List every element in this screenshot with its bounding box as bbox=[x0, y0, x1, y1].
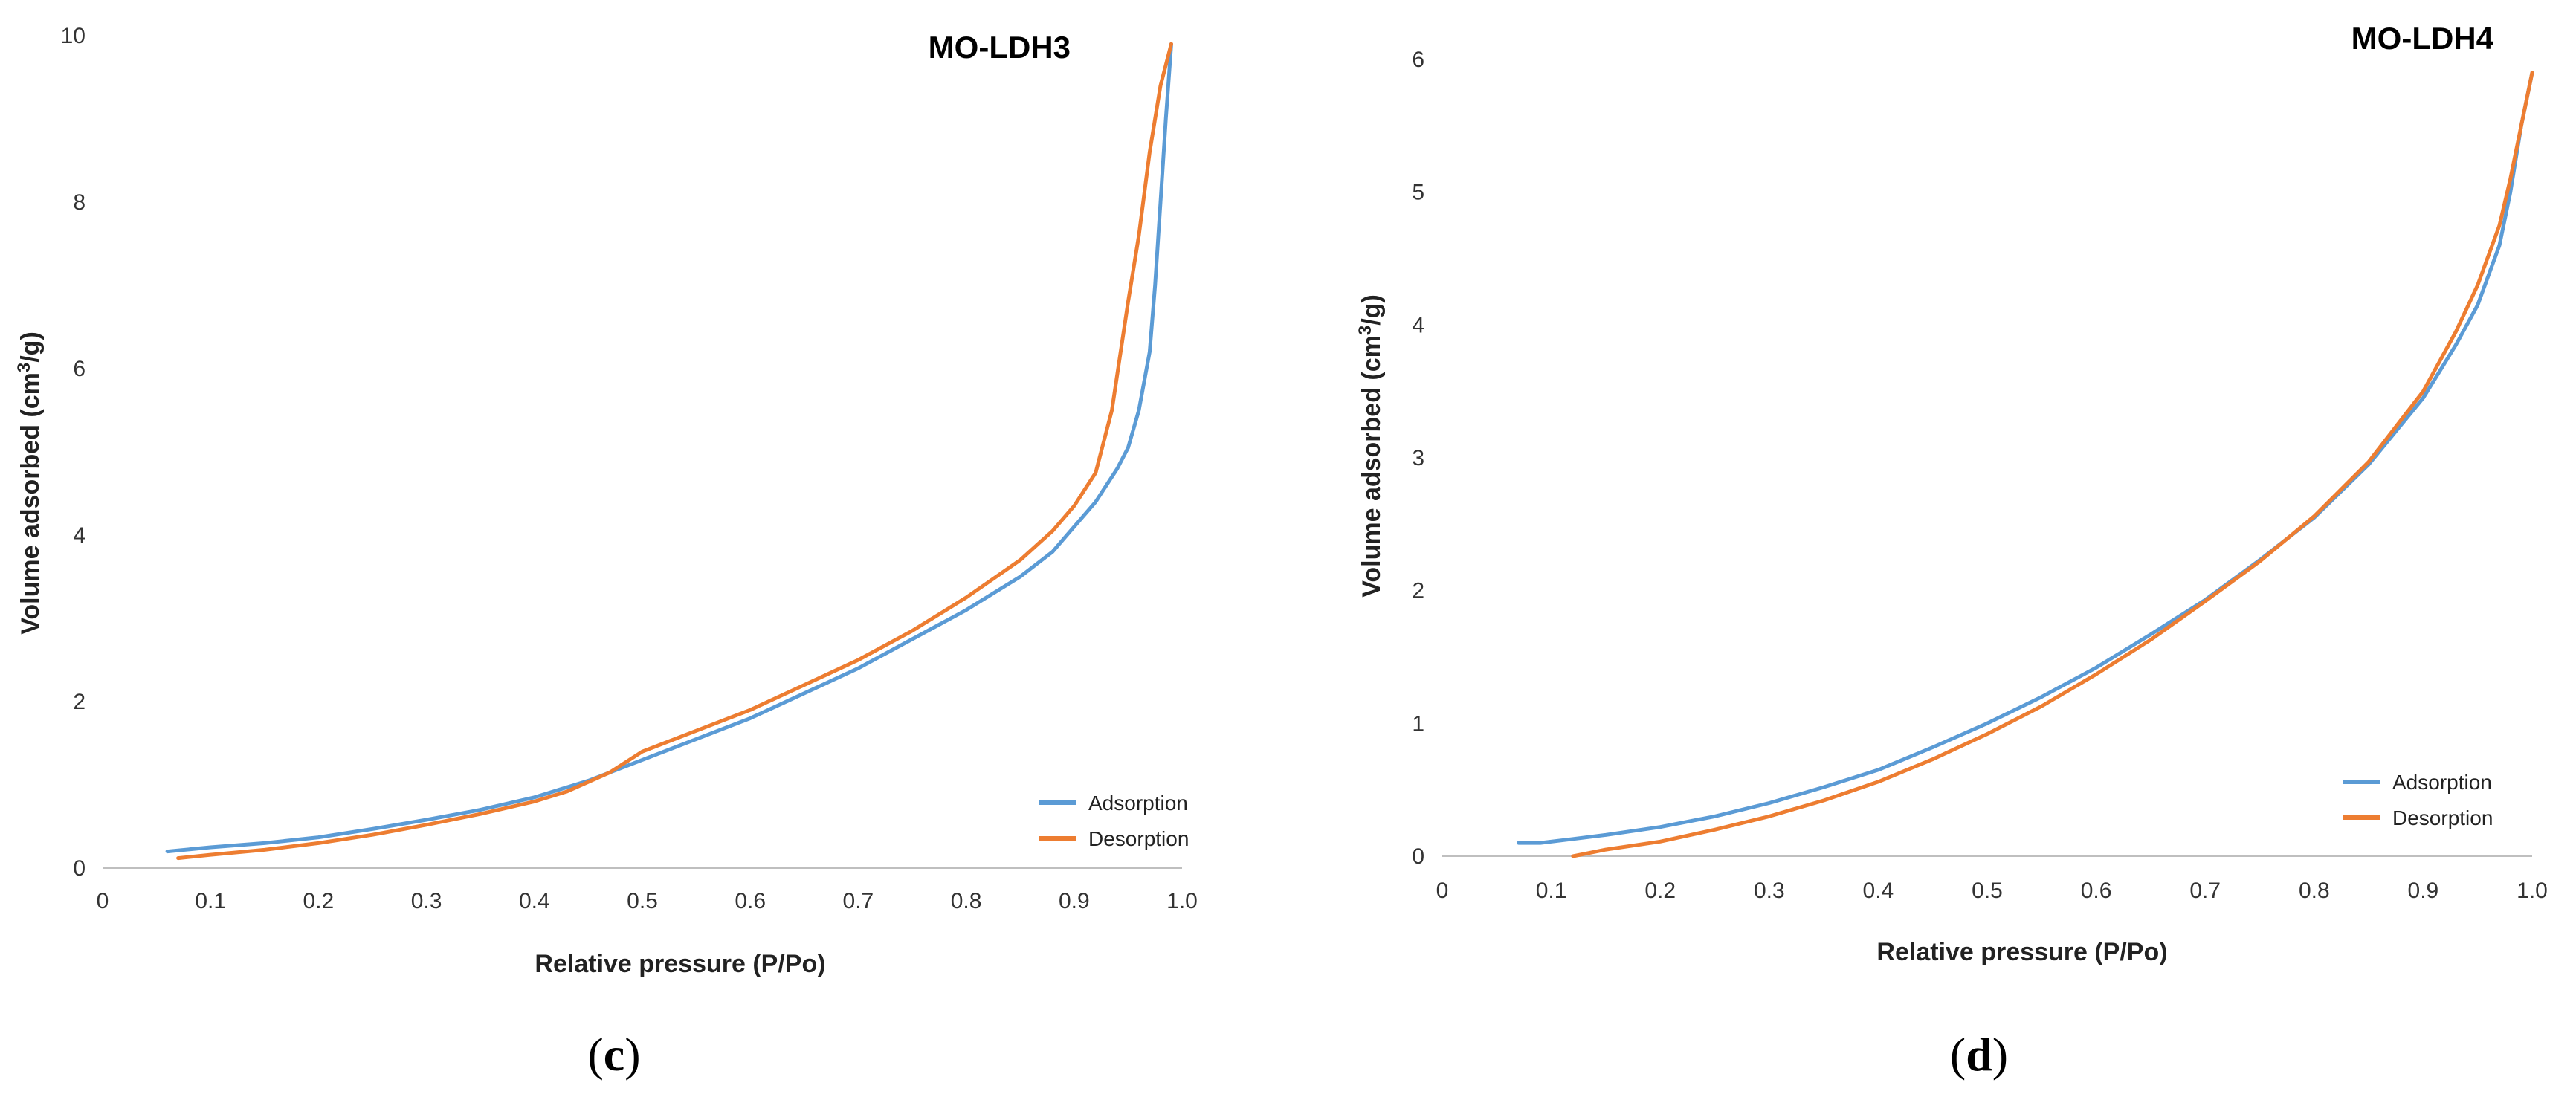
x-tick-label: 0 bbox=[97, 889, 109, 913]
y-axis-label-main: Volume adsorbed (cm bbox=[1358, 335, 1386, 598]
y-tick-label: 1 bbox=[1412, 711, 1424, 736]
y-tick-label: 2 bbox=[1412, 579, 1424, 603]
y-axis-label-superscript: 3 bbox=[14, 363, 34, 372]
panel-label: (c) bbox=[587, 1028, 640, 1081]
x-tick-label: 0.8 bbox=[2299, 878, 2330, 903]
y-tick-labels: 0 2 4 6 8 10 bbox=[61, 24, 85, 881]
x-tick-label: 1.0 bbox=[1166, 889, 1198, 913]
y-axis-label-unit: /g) bbox=[16, 331, 45, 363]
y-tick-label: 6 bbox=[73, 357, 85, 381]
y-tick-label: 3 bbox=[1412, 446, 1424, 470]
x-tick-label: 0.9 bbox=[1059, 889, 1090, 913]
x-tick-label: 0.8 bbox=[951, 889, 982, 913]
y-tick-label: 10 bbox=[61, 24, 85, 48]
x-tick-label: 0.9 bbox=[2408, 878, 2439, 903]
data-series bbox=[1517, 71, 2534, 858]
panel-label: (d) bbox=[1950, 1028, 2008, 1081]
panel-letter: d bbox=[1966, 1028, 1992, 1081]
series-line-desorption bbox=[176, 42, 1173, 861]
x-tick-label: 0.2 bbox=[1644, 878, 1676, 903]
y-axis-label-main: Volume adsorbed (cm bbox=[16, 372, 45, 635]
x-tick-label: 0.4 bbox=[519, 889, 550, 913]
x-tick-label: 1.0 bbox=[2517, 878, 2548, 903]
x-tick-label: 0.5 bbox=[627, 889, 658, 913]
series-line-desorption bbox=[1571, 71, 2534, 858]
data-series bbox=[165, 42, 1173, 861]
y-tick-label: 5 bbox=[1412, 181, 1424, 205]
x-tick-label: 0.3 bbox=[1754, 878, 1785, 903]
chart-mo-ldh3: MO-LDH3 0 2 4 6 8 10 0 0.1 0.2 0.3 0.4 0.5 0.6 0.7 0.… bbox=[14, 24, 1198, 1081]
y-tick-label: 0 bbox=[73, 856, 85, 881]
x-tick-label: 0.5 bbox=[1972, 878, 2003, 903]
x-tick-label: 0.6 bbox=[2081, 878, 2112, 903]
legend-label-desorption: Desorption bbox=[1088, 827, 1189, 850]
x-tick-label: 0.6 bbox=[735, 889, 766, 913]
legend-label-adsorption: Adsorption bbox=[2392, 771, 2492, 794]
y-axis-label-superscript: 3 bbox=[1355, 326, 1375, 335]
x-tick-label: 0.2 bbox=[303, 889, 335, 913]
x-tick-label: 0.7 bbox=[843, 889, 874, 913]
legend-label-adsorption: Adsorption bbox=[1088, 792, 1188, 815]
chart-title: MO-LDH3 bbox=[929, 30, 1071, 65]
x-tick-label: 0 bbox=[1436, 878, 1449, 903]
y-tick-label: 0 bbox=[1412, 844, 1424, 869]
x-axis-label: Relative pressure (P/Po) bbox=[535, 950, 825, 978]
y-tick-label: 4 bbox=[1412, 313, 1424, 337]
x-tick-label: 0.4 bbox=[1863, 878, 1894, 903]
series-line-adsorption bbox=[1517, 71, 2534, 845]
x-tick-labels: 0 0.1 0.2 0.3 0.4 0.5 0.6 0.7 0.8 0.9 1.0 bbox=[1436, 878, 2548, 903]
y-axis-label-unit: /g) bbox=[1358, 294, 1386, 326]
y-axis-label: Volume adsorbed (cm3/g) bbox=[1355, 294, 1386, 598]
legend: Adsorption Desorption bbox=[2343, 771, 2493, 829]
series-line-adsorption bbox=[165, 42, 1173, 854]
y-tick-label: 2 bbox=[73, 690, 85, 714]
y-tick-label: 6 bbox=[1412, 48, 1424, 72]
chart-mo-ldh4: MO-LDH4 0 1 2 3 4 5 6 0 0.1 0.2 0.3 0.4 0.5 0.6 0.7 0.… bbox=[1355, 21, 2548, 1081]
y-axis-label: Volume adsorbed (cm3/g) bbox=[14, 331, 45, 635]
panel-letter: c bbox=[604, 1028, 624, 1081]
legend: Adsorption Desorption bbox=[1039, 792, 1189, 850]
x-tick-label: 0.3 bbox=[411, 889, 442, 913]
x-axis-label: Relative pressure (P/Po) bbox=[1876, 938, 2167, 966]
x-tick-label: 0.7 bbox=[2189, 878, 2221, 903]
chart-title: MO-LDH4 bbox=[2351, 21, 2494, 56]
x-tick-labels: 0 0.1 0.2 0.3 0.4 0.5 0.6 0.7 0.8 0.9 1.0 bbox=[97, 889, 1198, 913]
legend-label-desorption: Desorption bbox=[2392, 806, 2493, 829]
x-tick-label: 0.1 bbox=[1536, 878, 1567, 903]
y-tick-label: 8 bbox=[73, 190, 85, 215]
y-tick-label: 4 bbox=[73, 523, 85, 548]
y-tick-labels: 0 1 2 3 4 5 6 bbox=[1412, 48, 1424, 869]
x-tick-label: 0.1 bbox=[195, 889, 226, 913]
